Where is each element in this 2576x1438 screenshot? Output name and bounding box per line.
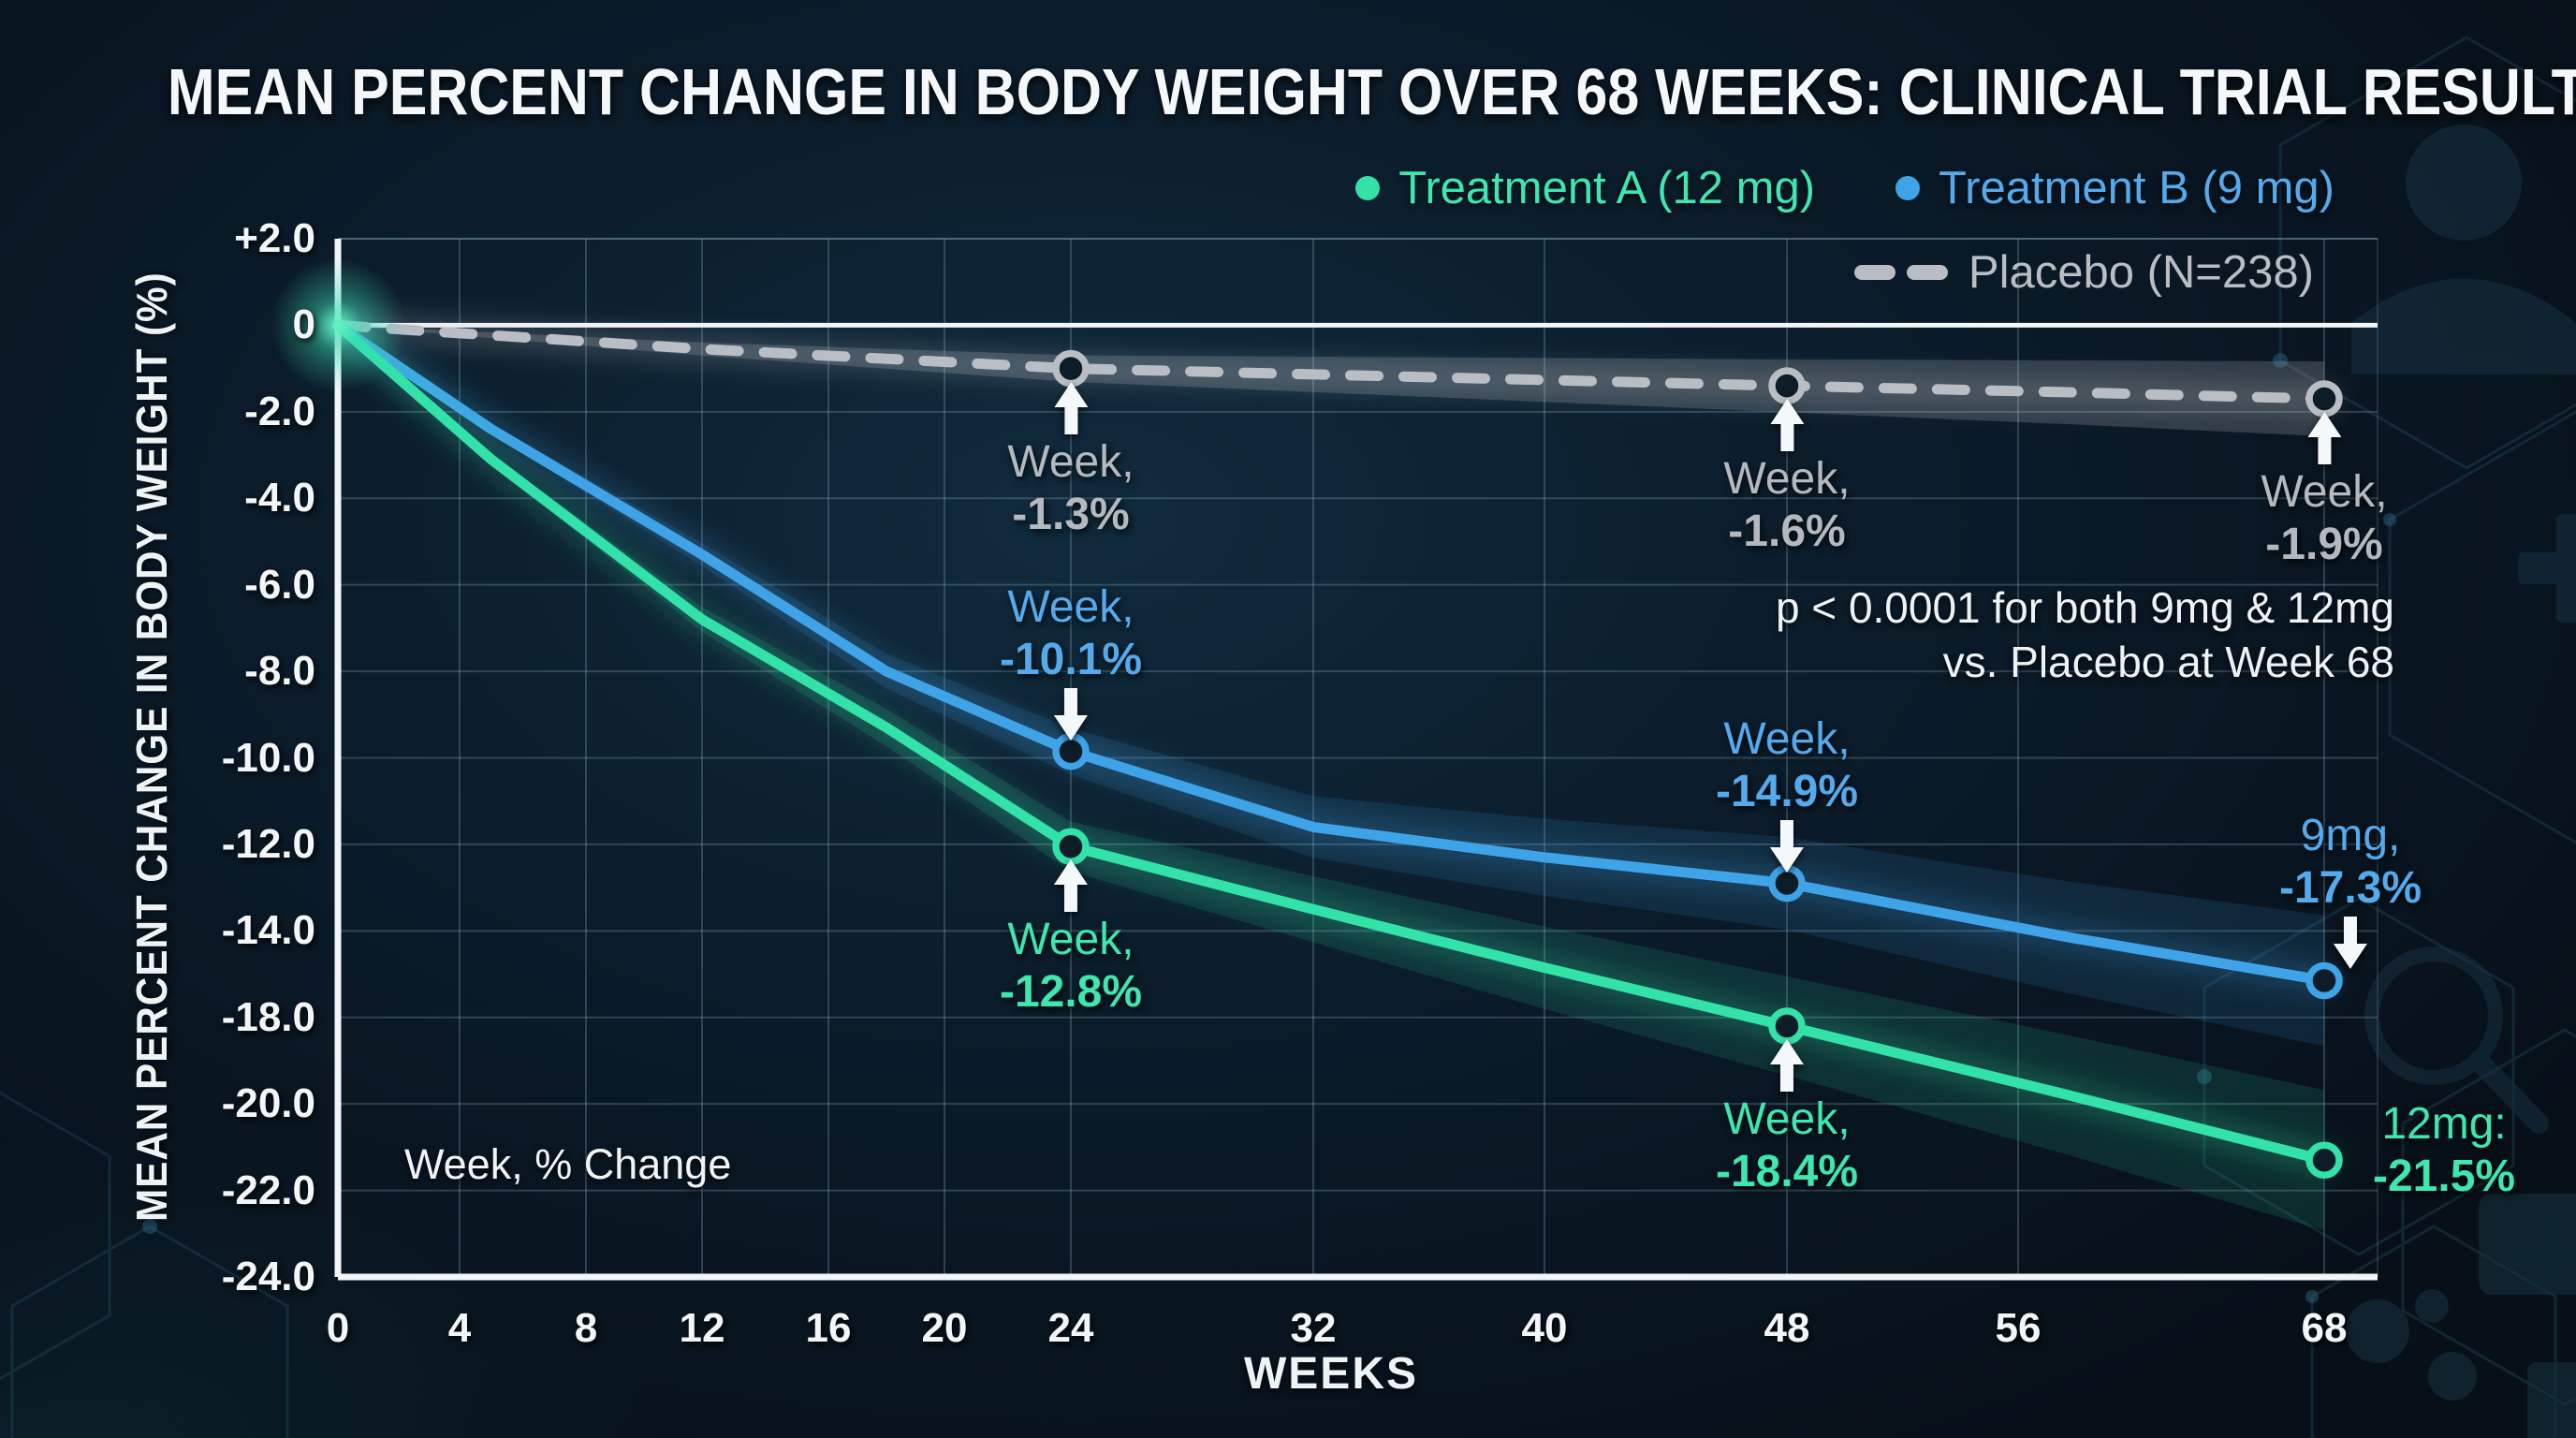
hexagon-decoration [10, 1225, 289, 1438]
doctor-icon [2406, 125, 2522, 241]
x-tick-label: 0 [326, 1305, 350, 1351]
annotation-treatment_a-week-24: Week, -12.8% [1000, 858, 1142, 1019]
y-tick-label: -4.0 [244, 475, 315, 521]
annotation-value: -17.3% [2278, 863, 2422, 914]
annotation-value: -12.8% [999, 967, 1143, 1018]
glow-dot [2305, 1290, 2319, 1303]
annotation-value: -1.6% [1728, 506, 1846, 557]
x-tick-label: 12 [679, 1305, 725, 1351]
y-tick-label: -2.0 [244, 388, 315, 434]
molecule-icon [2428, 1352, 2477, 1401]
legend-item-treatment-a: Treatment A (12 mg) [1355, 161, 1815, 215]
y-tick-label: -24.0 [221, 1254, 315, 1299]
annotation-label: Week, [1007, 915, 1134, 965]
legend-label-placebo: Placebo (N=238) [1968, 247, 2314, 298]
annotation-label: Week, [1723, 713, 1851, 764]
y-tick-label: -20.0 [221, 1080, 315, 1127]
magnifier-icon [2468, 1050, 2549, 1134]
x-tick-label: 68 [2301, 1305, 2348, 1351]
annotation-value: -14.9% [1715, 766, 1859, 816]
hexagon-decoration [0, 1091, 111, 1381]
hexagon-decoration [2203, 897, 2515, 1256]
annotation-value: -1.9% [2265, 519, 2383, 569]
molecule-icon [2346, 1299, 2409, 1363]
y-tick-label: -12.0 [221, 820, 315, 867]
annotation-treatment_b-week-68: 9mg, -17.3% [2279, 810, 2422, 971]
x-tick-label: 8 [574, 1305, 598, 1351]
annotation-treatment_b-week-48: Week, -14.9% [1716, 713, 1858, 874]
x-tick-label: 48 [1764, 1305, 1810, 1351]
hexagon-decoration [2388, 410, 2576, 844]
treatment-b-dot-icon [1895, 176, 1921, 200]
y-tick-label: -8.0 [244, 648, 315, 695]
legend-label-treatment-b: Treatment B (9 mg) [1939, 163, 2334, 213]
magnifier-icon [2364, 946, 2503, 1085]
y-tick-label: -6.0 [244, 561, 315, 608]
molecule-icon [2415, 1289, 2449, 1323]
annotation-label: Week, [2261, 466, 2388, 517]
doctor-icon [2351, 278, 2576, 374]
y-tick-label: 0 [292, 301, 315, 348]
y-tick-label: +2.0 [234, 215, 315, 261]
x-tick-label: 16 [805, 1305, 852, 1351]
legend-label-treatment-a: Treatment A (12 mg) [1398, 163, 1816, 213]
annotation-treatment_b-week-24: Week, -10.1% [1000, 581, 1142, 742]
y-tick-label: -22.0 [221, 1167, 315, 1213]
annotation-value: -10.1% [999, 634, 1143, 684]
annotation-treatment_a-week-68: 12mg: -21.5% [2373, 1098, 2515, 1203]
x-tick-label: 20 [921, 1305, 968, 1351]
hexagon-decoration [2278, 36, 2576, 470]
annotation-placebo-week-68: Week, -1.9% [2261, 410, 2388, 571]
y-tick-label: -18.0 [221, 993, 315, 1040]
annotation-label: Week, [1723, 1093, 1851, 1144]
y-tick-label: -10.0 [221, 734, 315, 781]
annotation-placebo-week-48: Week, -1.6% [1723, 397, 1851, 558]
x-axis-title: WEEKS [1243, 1349, 1418, 1399]
placebo-dash-icon [1853, 265, 1948, 280]
treatment-a-dot-icon [1355, 176, 1381, 200]
x-tick-label: 32 [1290, 1305, 1337, 1351]
chart-title: MEAN PERCENT CHANGE IN BODY WEIGHT OVER … [167, 55, 2576, 128]
annotation-label: Week, [1723, 454, 1851, 505]
annotation-label: 12mg: [2381, 1099, 2507, 1150]
x-tick-label: 24 [1047, 1305, 1094, 1351]
hexagon-decoration [2310, 1225, 2557, 1438]
x-tick-label: 40 [1521, 1305, 1568, 1351]
x-tick-label: 56 [1995, 1305, 2042, 1351]
glow-dot [2383, 513, 2396, 526]
legend-item-treatment-b: Treatment B (9 mg) [1895, 161, 2334, 215]
annotation-value: -18.4% [1715, 1146, 1859, 1196]
glow-dot [2273, 353, 2288, 368]
glow-dot [2197, 1069, 2212, 1084]
annotation-label: 9mg, [2300, 811, 2401, 861]
annotation-treatment_a-week-48: Week, -18.4% [1716, 1037, 1858, 1198]
annotation-placebo-week-24: Week, -1.3% [1007, 380, 1134, 541]
legend-item-placebo: Placebo (N=238) [1853, 245, 2314, 300]
annotation-label: Week, [1007, 436, 1134, 487]
pvalue-line-1: p < 0.0001 for both 9mg & 12mg [1775, 583, 2394, 632]
plus-icon [2556, 514, 2576, 623]
annotation-value: -21.5% [2373, 1152, 2516, 1202]
annotation-label: Week, [1007, 581, 1134, 632]
inset-label: Week, % Change [404, 1140, 732, 1188]
y-tick-label: -14.0 [221, 907, 315, 954]
annotation-value: -1.3% [1012, 489, 1130, 539]
glow-dot [142, 1219, 157, 1234]
clipboard-icon [2527, 1362, 2576, 1438]
x-tick-label: 4 [447, 1305, 472, 1351]
pvalue-line-2: vs. Placebo at Week 68 [1942, 638, 2394, 686]
legend: Treatment A (12 mg) Treatment B (9 mg) [1355, 161, 2334, 215]
first-aid-cross-icon [2514, 1220, 2576, 1289]
pvalue-note: p < 0.0001 for both 9mg & 12mg vs. Place… [1776, 580, 2394, 689]
